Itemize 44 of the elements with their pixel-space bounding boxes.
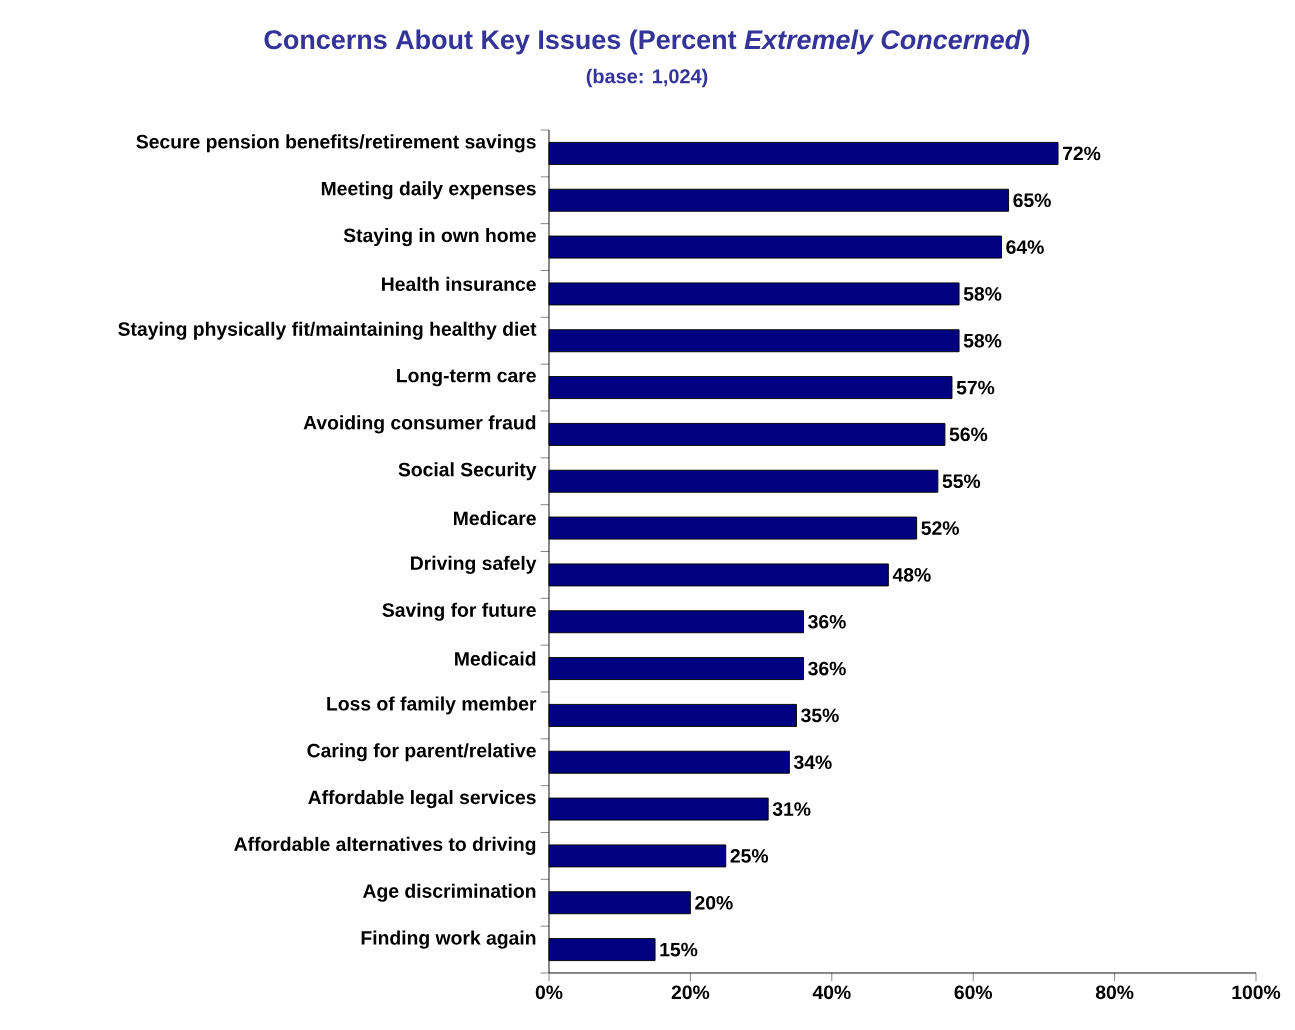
x-tick-label: 60% <box>954 985 993 1000</box>
y-tick-label: Long-term care <box>397 368 536 387</box>
data-label: 65% <box>1013 193 1051 208</box>
y-tick-label: Saving for future <box>382 602 536 621</box>
chart-title: Concerns About Key Issues (Percent Extremely Concerned) <box>264 29 1030 55</box>
x-tick-label: 100% <box>1232 985 1281 1000</box>
data-label: 64% <box>1006 240 1044 254</box>
y-tick-label: Avoiding consumer fraud <box>303 415 536 434</box>
x-tick-label: 20% <box>671 985 710 1000</box>
data-label: 56% <box>949 427 988 442</box>
x-tick-label: 0% <box>535 985 563 1000</box>
y-tick-label: Affordable alternatives to driving <box>234 836 536 855</box>
data-label: 34% <box>793 755 832 770</box>
data-label: 57% <box>956 380 995 395</box>
data-label: 31% <box>772 802 811 816</box>
y-tick-label: Finding work again <box>361 930 536 949</box>
y-tick-label: Staying physically fit/maintaining healthy diet <box>118 321 537 340</box>
data-label: 25% <box>730 849 769 863</box>
data-label: 58% <box>963 333 1002 348</box>
y-tick-label: Caring for parent/relative <box>307 743 536 762</box>
y-tick-label: Medicare <box>454 510 536 526</box>
y-tick-label: Health insurance <box>382 276 536 291</box>
x-tick-label: 40% <box>812 985 851 1000</box>
y-tick-label: Medicaid <box>455 651 536 666</box>
y-tick-label: Staying in own home <box>343 228 536 247</box>
data-label: 48% <box>892 568 931 582</box>
y-tick-label: Social Security <box>398 462 537 481</box>
data-label: 72% <box>1063 146 1101 161</box>
data-label: 20% <box>695 895 733 910</box>
data-label: 36% <box>808 661 846 676</box>
data-label: 35% <box>801 708 839 723</box>
data-label: 58% <box>963 287 1002 301</box>
y-tick-label: Secure pension benefits/retirement savings <box>136 134 536 153</box>
y-tick-label: Affordable legal services <box>308 790 536 809</box>
y-tick-label: Meeting daily expenses <box>321 181 536 200</box>
y-tick-label: Loss of family member <box>327 696 537 715</box>
chart-subtitle: (base: 1,024) <box>586 68 708 88</box>
data-label: 52% <box>921 521 959 535</box>
y-tick-label: Driving safely <box>411 555 537 574</box>
x-tick-label: 80% <box>1095 985 1134 1000</box>
data-label: 55% <box>942 474 981 489</box>
y-tick-label: Age discrimination <box>363 883 536 902</box>
data-label: 15% <box>660 942 698 957</box>
data-label: 36% <box>808 614 846 629</box>
